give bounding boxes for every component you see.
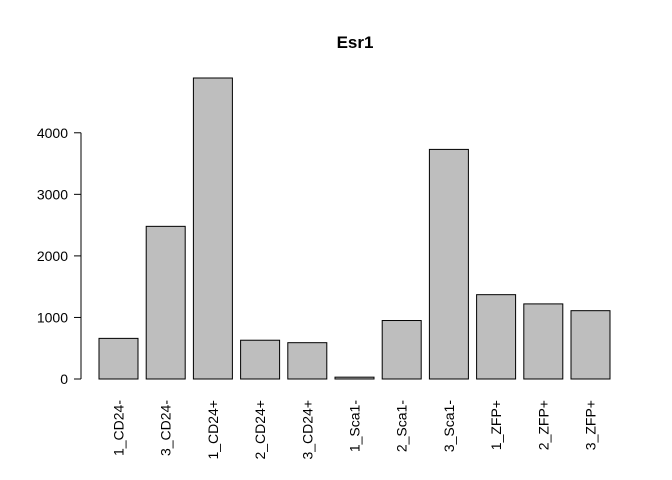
bar bbox=[287, 342, 328, 380]
x-axis-labels: 1_CD24- 3_CD24- 1_CD24+ 2_CD24+ 3_CD24+ 1_Sca… bbox=[111, 400, 599, 460]
y-tick-label: 4000 bbox=[37, 125, 68, 141]
x-category-label: 3_CD24+ bbox=[299, 400, 315, 460]
y-tick-label: 1000 bbox=[37, 309, 68, 325]
chart-title: Esr1 bbox=[337, 33, 374, 52]
y-tick-label: 3000 bbox=[37, 186, 68, 202]
x-category-label: 1_CD24- bbox=[111, 400, 127, 456]
bar bbox=[570, 310, 611, 380]
x-category-label: 3_CD24- bbox=[158, 400, 174, 456]
bars bbox=[98, 77, 611, 380]
x-category-label: 2_CD24+ bbox=[252, 400, 268, 460]
bar bbox=[428, 148, 469, 380]
x-category-label: 3_ZFP+ bbox=[583, 400, 599, 450]
x-category-label: 2_Sca1- bbox=[394, 400, 410, 452]
y-tick-label: 2000 bbox=[37, 248, 68, 264]
x-category-label: 1_CD24+ bbox=[205, 400, 221, 460]
x-category-label: 1_Sca1- bbox=[347, 400, 363, 452]
bar bbox=[381, 320, 422, 380]
bar bbox=[523, 303, 564, 380]
bar bbox=[98, 337, 139, 380]
y-axis: 0 1000 2000 3000 4000 bbox=[37, 125, 82, 387]
x-category-label: 2_ZFP+ bbox=[535, 400, 551, 450]
x-category-label: 1_ZFP+ bbox=[488, 400, 504, 450]
bar bbox=[145, 225, 186, 380]
bar bbox=[240, 339, 281, 380]
y-tick-label: 0 bbox=[60, 371, 68, 387]
bar bbox=[192, 77, 233, 380]
bar bbox=[334, 376, 375, 380]
bar bbox=[476, 294, 517, 380]
x-category-label: 3_Sca1- bbox=[441, 400, 457, 452]
